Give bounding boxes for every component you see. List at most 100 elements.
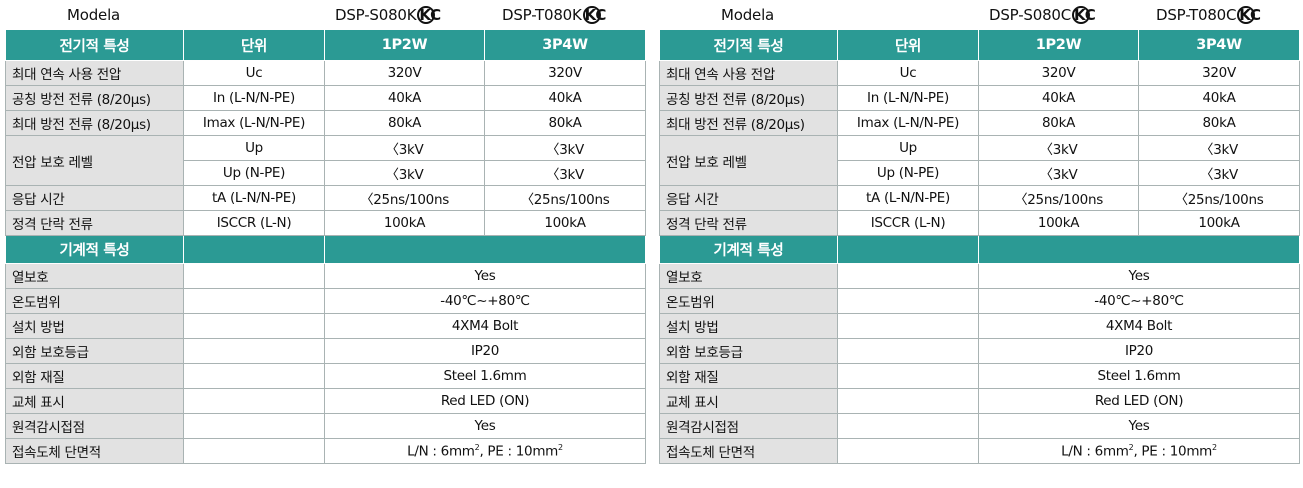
kc-mark-icon: KC xyxy=(582,6,607,24)
row-unit xyxy=(837,288,979,314)
row-value-1: 〈25ns/100ns xyxy=(324,185,485,211)
row-label: 접속도체 단면적 xyxy=(5,438,184,464)
row-label: 열보호 xyxy=(659,263,838,289)
table-row: 접속도체 단면적 L/N : 6mm2, PE : 10mm2 xyxy=(659,438,1300,464)
electrical-header-row: 전기적 특성 단위 1P2W 3P4W xyxy=(659,29,1300,61)
row-value-2: 〈25ns/100ns xyxy=(484,185,646,211)
column-header-3p4w: 3P4W xyxy=(1138,29,1300,61)
column-header-1p2w: 1P2W xyxy=(978,29,1139,61)
mechanical-header-row: 기계적 특성 xyxy=(659,235,1300,264)
table-row: 외함 재질 Steel 1.6mm xyxy=(5,363,646,389)
table-row: 정격 단락 전류 ISCCR (L-N) 100kA 100kA xyxy=(659,210,1300,236)
header-spacer xyxy=(837,235,979,264)
row-label: 공칭 방전 전류 (8/20μs) xyxy=(5,85,184,111)
row-value-1: 40kA xyxy=(978,85,1139,111)
table-row: 정격 단락 전류 ISCCR (L-N) 100kA 100kA xyxy=(5,210,646,236)
header-spacer xyxy=(978,235,1300,264)
row-value-1: 〈25ns/100ns xyxy=(978,185,1139,211)
row-value-2: 〈25ns/100ns xyxy=(1138,185,1300,211)
mechanical-header: 기계적 특성 xyxy=(5,235,184,264)
row-value-1: 〈3kV xyxy=(324,160,485,186)
table-row: 외함 보호등급 IP20 xyxy=(659,338,1300,364)
row-label: 정격 단락 전류 xyxy=(659,210,838,236)
unit-header: 단위 xyxy=(837,29,979,61)
row-value: Yes xyxy=(324,263,646,289)
row-value-2: 40kA xyxy=(484,85,646,111)
row-unit xyxy=(183,263,325,289)
row-value-1: 100kA xyxy=(978,210,1139,236)
row-label: 외함 재질 xyxy=(659,363,838,389)
row-unit: Up (N-PE) xyxy=(183,160,325,186)
row-value: L/N : 6mm2, PE : 10mm2 xyxy=(978,438,1300,464)
model-name-1: DSP-S080C KC xyxy=(989,6,1096,24)
row-unit: Up xyxy=(837,135,979,161)
row-label: 온도범위 xyxy=(659,288,838,314)
table-row: 응답 시간 tA (L-N/N-PE) 〈25ns/100ns 〈25ns/10… xyxy=(5,185,646,211)
row-label: 외함 보호등급 xyxy=(5,338,184,364)
row-value-1: 320V xyxy=(978,60,1139,86)
row-label: 전압 보호 레벨 xyxy=(659,135,838,186)
row-value-2: 〈3kV xyxy=(1138,160,1300,186)
row-value-1: 80kA xyxy=(324,110,485,136)
table-row: 외함 재질 Steel 1.6mm xyxy=(659,363,1300,389)
row-unit xyxy=(837,388,979,414)
row-value-2: 320V xyxy=(1138,60,1300,86)
row-unit: Imax (L-N/N-PE) xyxy=(183,110,325,136)
model-label: Modela xyxy=(721,6,775,24)
row-value-2: 100kA xyxy=(1138,210,1300,236)
row-value: Red LED (ON) xyxy=(324,388,646,414)
row-unit: tA (L-N/N-PE) xyxy=(837,185,979,211)
table-row: Up (N-PE) 〈3kV 〈3kV xyxy=(6,160,646,186)
row-value-1: 〈3kV xyxy=(978,160,1139,186)
row-value-2: 40kA xyxy=(1138,85,1300,111)
model-row: Modela DSP-S080C KC DSP-T080C KC xyxy=(659,0,1299,29)
row-unit xyxy=(183,313,325,339)
row-value-1: 80kA xyxy=(978,110,1139,136)
row-unit xyxy=(837,338,979,364)
column-header-1p2w: 1P2W xyxy=(324,29,485,61)
row-label: 공칭 방전 전류 (8/20μs) xyxy=(659,85,838,111)
model-name-2: DSP-T080C KC xyxy=(1156,6,1261,24)
row-label: 외함 보호등급 xyxy=(659,338,838,364)
row-label: 원격감시접점 xyxy=(5,413,184,439)
row-value: L/N : 6mm2, PE : 10mm2 xyxy=(324,438,646,464)
header-spacer xyxy=(324,235,646,264)
row-value: IP20 xyxy=(324,338,646,364)
row-label: 최대 방전 전류 (8/20μs) xyxy=(5,110,184,136)
row-unit xyxy=(837,263,979,289)
electrical-header: 전기적 특성 xyxy=(5,29,184,61)
electrical-header: 전기적 특성 xyxy=(659,29,838,61)
row-value-1: 320V xyxy=(324,60,485,86)
table-row: 온도범위 -40℃~+80℃ xyxy=(5,288,646,314)
row-label: 외함 재질 xyxy=(5,363,184,389)
spec-panel-left: Modela DSP-S080K KC DSP-T080K KC 전기적 특성 단위… xyxy=(5,0,646,464)
row-unit: Imax (L-N/N-PE) xyxy=(837,110,979,136)
row-value: Steel 1.6mm xyxy=(324,363,646,389)
row-value-2: 〈3kV xyxy=(484,160,646,186)
row-value-2: 〈3kV xyxy=(484,135,646,161)
row-label: 교체 표시 xyxy=(5,388,184,414)
row-label: 정격 단락 전류 xyxy=(5,210,184,236)
table-row: 교체 표시 Red LED (ON) xyxy=(5,388,646,414)
row-value-2: 100kA xyxy=(484,210,646,236)
table-row: 최대 연속 사용 전압 Uc 320V 320V xyxy=(5,60,646,86)
row-unit xyxy=(183,288,325,314)
row-unit xyxy=(183,413,325,439)
row-unit xyxy=(183,363,325,389)
row-value: Red LED (ON) xyxy=(978,388,1300,414)
row-unit xyxy=(183,338,325,364)
table-row: 설치 방법 4XM4 Bolt xyxy=(5,313,646,339)
table-row: 최대 방전 전류 (8/20μs) Imax (L-N/N-PE) 80kA 8… xyxy=(659,110,1300,136)
table-row: 원격감시접점 Yes xyxy=(5,413,646,439)
row-unit xyxy=(837,413,979,439)
row-label: 최대 연속 사용 전압 xyxy=(659,60,838,86)
row-unit xyxy=(837,438,979,464)
row-unit xyxy=(837,363,979,389)
row-value: IP20 xyxy=(978,338,1300,364)
table-row: 원격감시접점 Yes xyxy=(659,413,1300,439)
table-row: 온도범위 -40℃~+80℃ xyxy=(659,288,1300,314)
row-unit: tA (L-N/N-PE) xyxy=(183,185,325,211)
row-value: Yes xyxy=(978,263,1300,289)
row-value: Yes xyxy=(324,413,646,439)
mechanical-header-row: 기계적 특성 xyxy=(5,235,646,264)
